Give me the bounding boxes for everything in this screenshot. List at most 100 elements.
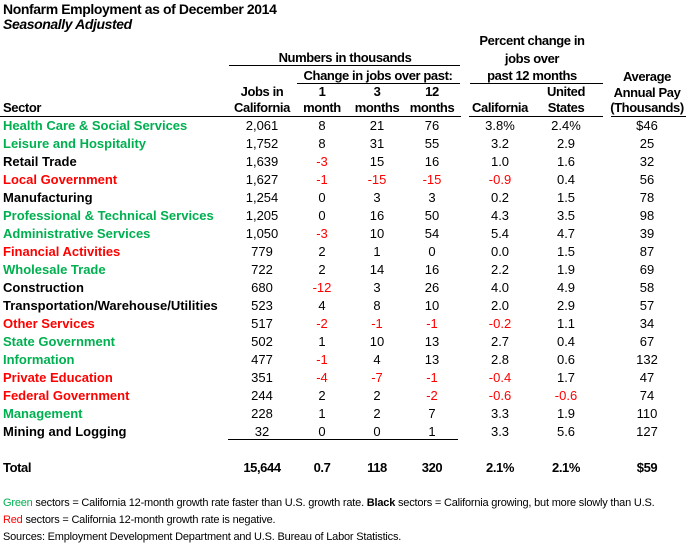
sector-name: Information: [3, 352, 75, 367]
cell-m1: -2: [316, 316, 328, 331]
cell-m3: 2: [373, 388, 381, 403]
cell-jobs: 1,627: [245, 172, 279, 187]
rule-header-percent: [469, 116, 603, 117]
header-jobs-1: Jobs in: [240, 84, 284, 99]
footer-sources: Sources: Employment Development Departme…: [3, 531, 402, 543]
cell-m3: 15: [369, 154, 385, 169]
cell-m1: 2: [318, 244, 326, 259]
total-jobs: 15,644: [243, 460, 281, 475]
cell-m3: 10: [369, 226, 385, 241]
cell-m1: 0: [318, 208, 326, 223]
cell-pay: 25: [639, 136, 655, 151]
cell-m1: 8: [318, 118, 326, 133]
cell-jobs: 477: [251, 352, 273, 367]
cell-m3: 21: [369, 118, 385, 133]
cell-jobs: 680: [251, 280, 273, 295]
sector-name: Private Education: [3, 370, 113, 385]
cell-jobs: 722: [251, 262, 273, 277]
cell-m3: 3: [373, 280, 381, 295]
cell-pay: 57: [639, 298, 655, 313]
cell-m3: 4: [373, 352, 381, 367]
cell-m12: -2: [426, 388, 438, 403]
cell-pct-ca: 4.0: [490, 280, 510, 295]
cell-m12: 76: [424, 118, 440, 133]
cell-jobs: 228: [251, 406, 273, 421]
cell-jobs: 32: [254, 424, 270, 439]
cell-pct-ca: 2.0: [490, 298, 510, 313]
header-change-group: Change in jobs over past:: [303, 68, 453, 83]
cell-jobs: 517: [251, 316, 273, 331]
cell-jobs: 1,752: [245, 136, 279, 151]
cell-m1: 1: [318, 406, 326, 421]
cell-pct-ca: 5.4: [490, 226, 510, 241]
sector-name: Professional & Technical Services: [3, 208, 214, 223]
cell-m12: 7: [428, 406, 436, 421]
cell-m1: -1: [316, 172, 328, 187]
cell-m12: 16: [424, 154, 440, 169]
cell-pay: 78: [639, 190, 655, 205]
cell-jobs: 1,254: [245, 190, 279, 205]
header-m12-2: months: [409, 100, 455, 115]
cell-m12: 55: [424, 136, 440, 151]
sector-name: Other Services: [3, 316, 95, 331]
page-title: Nonfarm Employment as of December 2014: [3, 1, 277, 17]
rule-change: [297, 83, 460, 84]
header-pct-ca: California: [472, 100, 528, 115]
cell-pct-ca: -0.6: [488, 388, 512, 403]
header-m3-1: 3: [373, 84, 381, 99]
cell-pct-us: 3.5: [556, 208, 576, 223]
rule-numbers: [229, 65, 460, 66]
header-percent-line3: past 12 months: [487, 68, 577, 83]
header-m3-2: months: [354, 100, 400, 115]
sector-name: Local Government: [3, 172, 118, 187]
cell-pay: 127: [636, 424, 658, 439]
cell-m1: 0: [318, 424, 326, 439]
cell-pay: 74: [639, 388, 655, 403]
cell-pay: 67: [639, 334, 655, 349]
cell-pct-ca: 2.8: [490, 352, 510, 367]
header-m12-1: 12: [425, 84, 439, 99]
header-sector: Sector: [3, 100, 42, 115]
legend-red-text: sectors = California 12-month growth rat…: [22, 514, 276, 526]
cell-m1: 0: [318, 190, 326, 205]
cell-pay: 34: [639, 316, 655, 331]
cell-pct-us: 4.7: [556, 226, 576, 241]
sector-name: Financial Activities: [3, 244, 121, 259]
cell-pct-ca: 3.2: [490, 136, 510, 151]
legend-green-text: sectors = California 12-month growth rat…: [32, 497, 367, 509]
cell-m1: 2: [318, 262, 326, 277]
header-pct-us-1: United: [546, 84, 586, 99]
cell-jobs: 1,205: [245, 208, 279, 223]
cell-pay: 58: [639, 280, 655, 295]
cell-m12: -15: [422, 172, 442, 187]
cell-jobs: 502: [251, 334, 273, 349]
legend-black-text: sectors = California growing, but more s…: [395, 497, 655, 509]
sector-name: Administrative Services: [3, 226, 151, 241]
cell-m3: 1: [373, 244, 381, 259]
header-pay-1: Average: [622, 69, 672, 84]
rule-header-main: [0, 116, 461, 117]
cell-pct-ca: 0.2: [490, 190, 510, 205]
cell-m1: -3: [316, 226, 328, 241]
header-m1-1: 1: [318, 84, 326, 99]
cell-pct-ca: 2.2: [490, 262, 510, 277]
sector-name: Federal Government: [3, 388, 130, 403]
header-m1-2: month: [303, 100, 341, 115]
cell-pct-us: -0.6: [554, 388, 578, 403]
cell-m1: 1: [318, 334, 326, 349]
page-subtitle: Seasonally Adjusted: [3, 16, 132, 32]
total-m1: 0.7: [313, 460, 331, 475]
sector-name: State Government: [3, 334, 115, 349]
header-percent-line2: jobs over: [504, 51, 560, 66]
cell-pct-ca: -0.4: [488, 370, 512, 385]
cell-m3: 2: [373, 406, 381, 421]
cell-pct-us: 2.4%: [551, 118, 581, 133]
cell-m12: 54: [424, 226, 440, 241]
total-pct-ca: 2.1%: [485, 460, 515, 475]
cell-pct-ca: 3.3: [490, 406, 510, 421]
cell-m3: 10: [369, 334, 385, 349]
cell-m1: 8: [318, 136, 326, 151]
sector-name: Wholesale Trade: [3, 262, 106, 277]
rule-total: [228, 439, 458, 440]
cell-pct-us: 1.1: [556, 316, 576, 331]
